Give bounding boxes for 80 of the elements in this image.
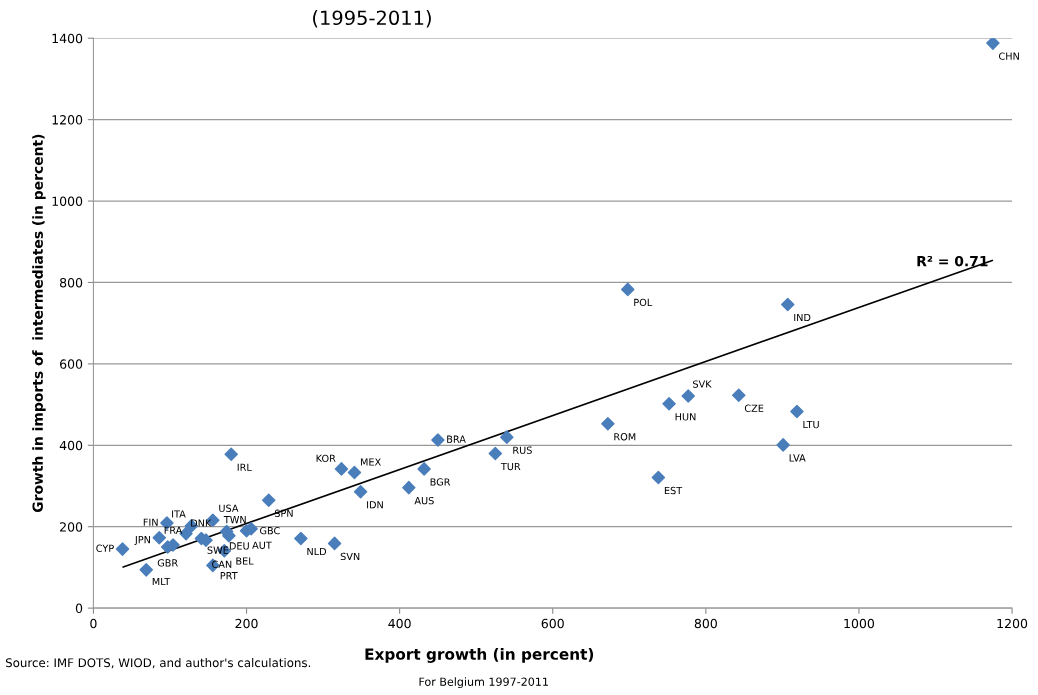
point (327, 536, 342, 551)
y-tick-label: 200 (60, 522, 83, 532)
point (224, 447, 238, 462)
point (732, 388, 746, 402)
point (662, 397, 676, 411)
annotation: DEU (229, 542, 249, 550)
point (353, 484, 368, 499)
annotation: TUR (500, 462, 521, 471)
annotation: AUS (414, 496, 434, 505)
annotation: BEL (236, 557, 254, 565)
point (500, 430, 514, 444)
annotation: ROM (614, 433, 636, 441)
point (651, 470, 666, 485)
annotation: ITA (172, 510, 186, 518)
annotation: IRL (237, 463, 252, 471)
annotation: HUN (675, 413, 696, 421)
annotation: GBR (157, 559, 178, 567)
x-tick-label: 0 (90, 618, 97, 629)
x-tick-label: 1200 (997, 618, 1028, 629)
annotation: AUT (252, 541, 272, 549)
y-tick-label: 400 (59, 440, 83, 451)
point (781, 297, 795, 312)
point (986, 38, 1000, 50)
point (601, 416, 615, 431)
annotation: EST (664, 486, 683, 495)
annotation: CHN (999, 52, 1019, 60)
point (776, 438, 790, 452)
annotation: CYP (96, 544, 114, 552)
annotation: MLT (152, 577, 171, 586)
annotation: SVN (340, 552, 360, 561)
y-tick-label: 800 (59, 277, 83, 288)
x-tick-label: 1000 (844, 618, 875, 629)
point (294, 531, 308, 546)
annotation: USA (219, 504, 239, 512)
y-tick-label: 1400 (52, 33, 83, 44)
point (115, 542, 130, 556)
x-tick-label: 200 (235, 618, 258, 629)
point (417, 462, 431, 476)
x-tick-label: 400 (388, 618, 411, 629)
annotation: CZE (744, 404, 764, 412)
x-axis-title: Export growth (in percent) (365, 648, 594, 663)
point (347, 465, 362, 480)
x-tick-label: 600 (541, 618, 564, 629)
annotation: BGR (430, 478, 451, 486)
y-axis-title: Growth in imports of intermediates (in percent) (32, 134, 46, 513)
annotation: POL (634, 298, 653, 307)
point (334, 462, 349, 476)
point (431, 433, 445, 447)
y-tick-label: 1000 (52, 196, 83, 206)
annotation: RUS (513, 446, 532, 454)
y-tick-label: 1200 (52, 115, 83, 125)
annotation: JPN (134, 536, 150, 546)
x-tick-label: 800 (694, 618, 717, 629)
text: For Belgium 1997-2011 (419, 677, 548, 689)
annotation: GBC (260, 526, 280, 535)
annotation: IND (794, 313, 811, 322)
chart-title: (1995-2011) (313, 10, 431, 28)
annotation: PRT (220, 572, 238, 580)
annotation: BRA (447, 435, 466, 443)
annotation: LTU (803, 420, 819, 429)
point (681, 389, 695, 403)
point (790, 404, 804, 419)
point (488, 446, 503, 461)
annotation: MEX (360, 458, 381, 466)
annotation: R² = 0.71 (917, 255, 988, 267)
annotation: TWN (223, 516, 246, 524)
source-note: Source: IMF DOTS, WIOD, and author's calculations. (5, 658, 311, 669)
annotation: SVK (693, 380, 712, 388)
point (621, 282, 635, 297)
annotation: LVA (789, 454, 806, 462)
point (261, 493, 276, 508)
annotation: FRA (164, 526, 183, 534)
annotation: KOR (316, 454, 336, 463)
annotation: NLD (307, 548, 327, 556)
point (402, 480, 416, 495)
annotation: IDN (367, 501, 383, 509)
point (139, 563, 153, 577)
annotation: FIN (143, 518, 158, 526)
y-tick-label: 0 (75, 603, 83, 614)
y-tick-label: 600 (60, 359, 83, 369)
